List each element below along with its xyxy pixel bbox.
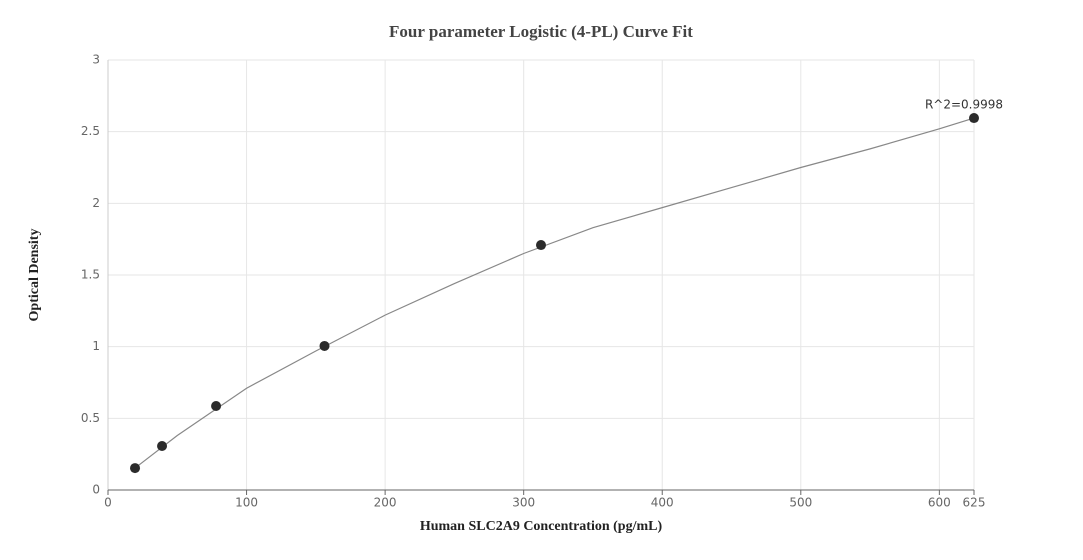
- y-tick-label: 3: [92, 53, 100, 67]
- chart-title: Four parameter Logistic (4-PL) Curve Fit: [389, 22, 693, 41]
- x-tick-label: 400: [651, 496, 674, 510]
- x-tick-label: 625: [963, 496, 986, 510]
- x-tick-label: 100: [235, 496, 258, 510]
- data-point: [536, 240, 546, 251]
- x-axis-label: Human SLC2A9 Concentration (pg/mL): [420, 519, 663, 534]
- fit-curve: [134, 117, 975, 469]
- x-tick-label: 600: [928, 496, 951, 510]
- data-point: [211, 401, 222, 412]
- y-tick-label: 1: [92, 339, 100, 353]
- annotation: R^2=0.9998: [925, 98, 1003, 112]
- data-point: [319, 340, 330, 351]
- x-tick-label: 200: [374, 496, 397, 510]
- y-tick-label: 2.5: [81, 124, 100, 138]
- y-axis-label: Optical Density: [27, 229, 42, 322]
- y-tick-label: 1.5: [81, 268, 100, 282]
- y-tick-label: 0: [92, 483, 100, 497]
- x-tick-label: 300: [512, 496, 535, 510]
- data-point: [130, 463, 141, 474]
- x-tick-label: 500: [789, 496, 812, 510]
- data-point: [157, 440, 168, 451]
- x-tick-label: 0: [104, 496, 112, 510]
- y-tick-label: 0.5: [81, 411, 100, 425]
- y-tick-label: 2: [92, 196, 100, 210]
- data-point: [969, 113, 979, 124]
